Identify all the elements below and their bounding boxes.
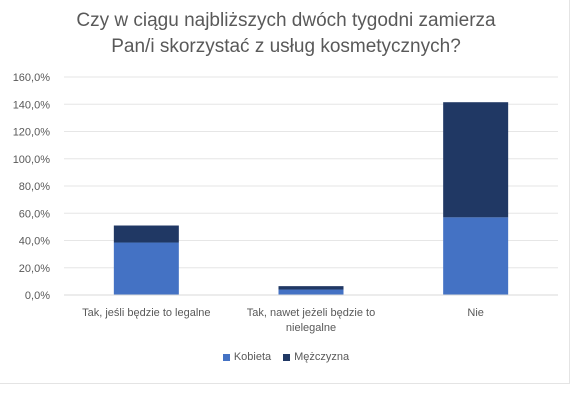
y-tick-label: 140,0% xyxy=(13,99,51,111)
bar-segment-mezczyzna xyxy=(278,286,344,290)
bar-segment-kobieta xyxy=(113,242,179,295)
chart-title-line-1: Czy w ciągu najbliższych dwóch tygodni z… xyxy=(76,10,496,31)
y-tick-label: 160,0% xyxy=(13,72,51,84)
bar-segment-kobieta xyxy=(443,217,509,295)
x-tick-label: Tak, jeśli będzie to legalne xyxy=(82,307,210,319)
y-tick-label: 60,0% xyxy=(19,208,50,220)
x-tick-label: Nie xyxy=(467,307,484,319)
legend-swatch-kobieta xyxy=(222,353,230,361)
x-tick-label: nielegalne xyxy=(286,322,336,334)
legend-swatch-mezczyzna xyxy=(283,353,291,361)
bars xyxy=(113,102,509,295)
y-tick-label: 0,0% xyxy=(25,290,50,302)
bar-segment-kobieta xyxy=(278,289,344,295)
legend: Kobieta Mężczyzna xyxy=(0,351,572,363)
x-axis-ticks: Tak, jeśli będzie to legalne Tak, nawet j… xyxy=(82,307,484,334)
legend-label-kobieta: Kobieta xyxy=(233,351,272,363)
y-tick-label: 100,0% xyxy=(13,154,51,166)
chart-area: Czy w ciągu najbliższych dwóch tygodni z… xyxy=(0,0,570,384)
plot-area: 0,0% 20,0% 40,0% 60,0% 80,0% 100,0% 120,0% 140,… xyxy=(13,72,558,334)
chart-title-line-2: Pan/i skorzystać z usług kosmetycznych? xyxy=(111,36,461,57)
y-axis-ticks: 0,0% 20,0% 40,0% 60,0% 80,0% 100,0% 120,0% 140,… xyxy=(13,72,51,302)
y-tick-label: 80,0% xyxy=(19,181,50,193)
y-tick-label: 120,0% xyxy=(13,127,51,139)
legend-item-kobieta: Kobieta xyxy=(222,351,272,363)
chart-title: Czy w ciągu najbliższych dwóch tygodni z… xyxy=(0,8,572,60)
y-tick-label: 20,0% xyxy=(19,263,50,275)
x-tick-label: Tak, nawet jeżeli będzie to xyxy=(247,307,375,319)
bar-segment-mezczyzna xyxy=(113,225,179,243)
y-tick-label: 40,0% xyxy=(19,236,50,248)
legend-item-mezczyzna: Mężczyzna xyxy=(283,351,349,363)
bar-segment-mezczyzna xyxy=(443,102,509,218)
legend-label-mezczyzna: Mężczyzna xyxy=(294,351,350,363)
